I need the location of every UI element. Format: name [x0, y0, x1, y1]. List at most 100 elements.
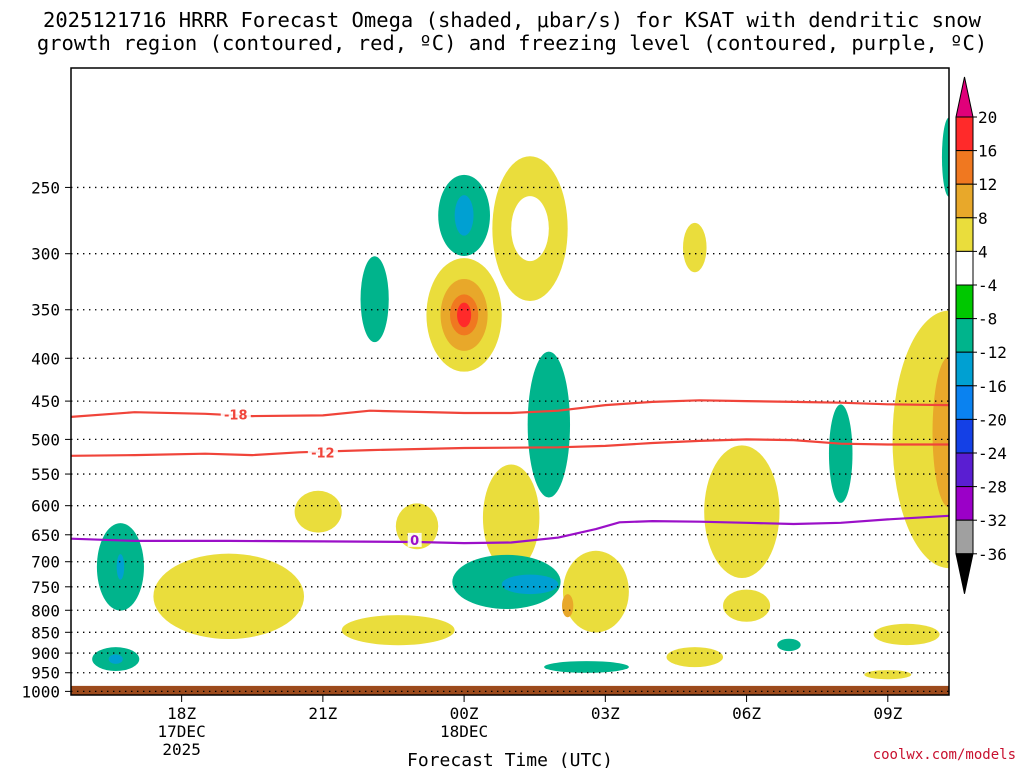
plot-frame	[70, 67, 950, 696]
x-tick-label-09Z: 09Z	[873, 704, 902, 723]
x-tick-label-06Z: 06Z	[732, 704, 761, 723]
omega-region-9	[683, 222, 707, 273]
colorbar-swatch-0	[955, 116, 974, 152]
colorbar-swatch-10	[955, 452, 974, 488]
omega-region-27	[666, 647, 724, 668]
chart-title-line-1: 2025121716 HRRR Forecast Omega (shaded, …	[43, 8, 981, 32]
colorbar-swatch-9	[955, 418, 974, 454]
omega-region-19	[341, 615, 455, 646]
colorbar-swatch-4	[955, 250, 974, 286]
omega-shading-layer	[92, 117, 949, 680]
omega-region-32	[892, 310, 949, 569]
colorbar-label-10: -24	[978, 444, 1007, 463]
y-tick-label-250: 250	[31, 178, 60, 197]
contour-line--18C	[71, 399, 949, 418]
y-tick-label-450: 450	[31, 392, 60, 411]
y-tick-label-850: 850	[31, 623, 60, 642]
omega-region-33	[932, 356, 949, 508]
colorbar-swatch-2	[955, 183, 974, 219]
omega-region-26	[723, 589, 771, 622]
omega-region-13	[294, 490, 342, 533]
contour-line--12C	[71, 438, 949, 457]
omega-region-28	[828, 404, 853, 503]
colorbar-bottom-arrow	[955, 553, 974, 594]
contour-label--12C: -12	[311, 447, 335, 462]
surface-layer	[71, 685, 949, 695]
y-tick-label-550: 550	[31, 465, 60, 484]
y-tick-label-900: 900	[31, 644, 60, 663]
y-tick-label-300: 300	[31, 245, 60, 264]
omega-region-34	[941, 117, 949, 197]
omega-region-24	[544, 661, 629, 673]
y-tick-label-600: 600	[31, 497, 60, 516]
colorbar-swatch-7	[955, 351, 974, 387]
omega-region-23	[108, 654, 123, 664]
pressure-grid	[71, 186, 949, 693]
surface-ground	[71, 685, 949, 695]
pressure-axis: 250 300 350 400 450 500 550 600 650 700 750 800 850 9…	[21, 178, 71, 701]
omega-region-3	[454, 195, 474, 236]
colorbar-label-9: -20	[978, 410, 1007, 429]
omega-region-25	[704, 445, 780, 578]
colorbar-swatch-3	[955, 217, 974, 252]
colorbar-label-13: -36	[978, 545, 1007, 564]
y-tick-label-500: 500	[31, 430, 60, 449]
credit-link[interactable]: coolwx.com/models	[872, 747, 1016, 763]
contour-label-bg-0C	[407, 532, 422, 547]
colorbar-swatch-11	[955, 486, 974, 521]
omega-region-11	[482, 464, 540, 571]
colorbar-label-12: -32	[978, 511, 1007, 530]
x-tick-date-18Z: 17DEC	[158, 722, 206, 741]
omega-region-30	[873, 623, 940, 646]
y-tick-label-400: 400	[31, 349, 60, 368]
omega-region-4	[360, 256, 389, 343]
colorbar-label-3: 8	[978, 209, 988, 228]
y-tick-label-700: 700	[31, 553, 60, 572]
x-tick-label-00Z: 00Z	[450, 704, 479, 723]
y-tick-label-350: 350	[31, 301, 60, 320]
y-tick-label-950: 950	[31, 664, 60, 683]
omega-region-10	[527, 351, 571, 498]
colorbar-label-6: -8	[978, 310, 997, 329]
y-tick-label-800: 800	[31, 601, 60, 620]
contour-labels: -18 -12 0	[220, 407, 422, 549]
colorbar-label-11: -28	[978, 478, 1007, 497]
colorbar-label-8: -16	[978, 377, 1007, 396]
omega-region-17	[501, 574, 559, 595]
colorbar-swatch-1	[955, 150, 974, 185]
colorbar-label-5: -4	[978, 276, 997, 295]
x-axis-label: Forecast Time (UTC)	[407, 750, 613, 768]
x-tick-label-18Z: 18Z	[167, 704, 196, 723]
y-tick-label-750: 750	[31, 578, 60, 597]
x-tick-label-21Z: 21Z	[308, 704, 337, 723]
x-tick-label-03Z: 03Z	[591, 704, 620, 723]
omega-region-14	[562, 550, 629, 633]
contour-label--18C: -18	[224, 408, 248, 423]
colorbar-top-arrow	[955, 76, 974, 118]
omega-region-1	[511, 196, 549, 262]
colorbar-swatch-12	[955, 519, 974, 555]
colorbar-label-2: 12	[978, 175, 997, 194]
omega-region-29	[777, 638, 801, 652]
colorbar-label-7: -12	[978, 343, 1007, 362]
y-tick-label-650: 650	[31, 526, 60, 545]
x-tick-date-00Z: 18DEC	[440, 722, 488, 741]
colorbar-swatch-8	[955, 385, 974, 420]
omega-region-15	[562, 594, 574, 618]
colorbar-label-4: 4	[978, 242, 988, 261]
omega-region-21	[116, 554, 125, 580]
omega-region-8	[457, 302, 472, 328]
chart-title-line-2: growth region (contoured, red, ºC) and f…	[36, 31, 988, 55]
colorbar-swatch-6	[955, 318, 974, 353]
contour-label-bg--12C	[307, 445, 338, 460]
omega-colorbar: 20 16 12 8 4 -4 -8 -12 -16 -20 -24 -28 -32 -36	[955, 76, 1007, 594]
contour-label-0C: 0	[410, 534, 419, 549]
contour-label-bg--18C	[220, 407, 251, 422]
omega-region-18	[153, 553, 305, 640]
colorbar-label-0: 20	[978, 108, 997, 127]
colorbar-label-1: 16	[978, 142, 997, 161]
omega-region-31	[864, 670, 912, 680]
x-tick-year-18Z: 2025	[162, 740, 201, 759]
